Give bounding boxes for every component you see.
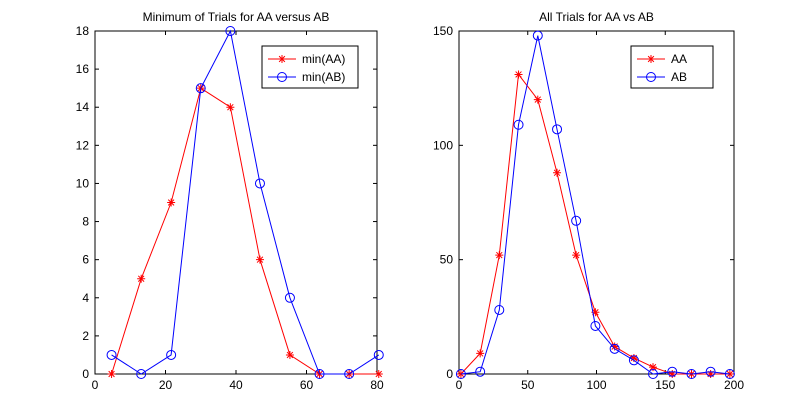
data-point	[314, 369, 325, 379]
legend-box	[261, 45, 359, 89]
data-point	[167, 198, 176, 207]
chart-1: Minimum of Trials for AA versus AB0 20 40 6…	[76, 10, 384, 392]
y-tick-label: 6	[82, 253, 89, 267]
data-point	[553, 168, 562, 177]
y-tick-label: 10	[76, 176, 90, 190]
data-point	[136, 369, 147, 379]
y-tick-label: 0	[82, 367, 89, 381]
legend-box	[630, 45, 714, 89]
y-tick-label: 50	[440, 253, 454, 267]
data-point	[591, 308, 600, 317]
y-tick-label: 8	[82, 215, 89, 229]
y-tick-label: 150	[433, 24, 453, 38]
legend-marker	[277, 72, 287, 82]
data-point	[137, 274, 146, 283]
data-point	[285, 350, 294, 359]
data-point	[628, 355, 639, 366]
data-point	[532, 30, 543, 41]
data-point	[373, 349, 384, 360]
data-point	[494, 304, 505, 315]
data-point	[668, 370, 677, 378]
data-point	[667, 366, 678, 377]
data-point	[706, 370, 715, 378]
data-point	[609, 343, 620, 354]
data-point	[610, 342, 619, 351]
legend: AA AB	[630, 45, 714, 89]
x-tick-label: 40	[229, 378, 243, 392]
data-point	[195, 83, 206, 94]
x-tick-label: 0	[456, 378, 463, 392]
series-line-min(AB)	[111, 29, 380, 375]
data-point	[629, 353, 638, 362]
data-point	[649, 363, 658, 372]
x-tick-label: 0	[92, 378, 99, 392]
chart-title: Minimum of Trials for AA versus AB	[143, 10, 330, 24]
legend-marker	[278, 55, 286, 63]
x-tick-label: 150	[655, 378, 675, 392]
data-point	[514, 70, 523, 79]
y-tick-label: 18	[76, 24, 90, 38]
y-tick-label: 12	[76, 138, 90, 152]
y-tick-label: 0	[446, 367, 453, 381]
legend-label: AB	[671, 70, 687, 84]
data-point	[107, 370, 116, 378]
data-point	[226, 103, 235, 112]
y-tick-label: 4	[82, 291, 89, 305]
data-point	[455, 369, 466, 379]
x-tick-label: 60	[300, 378, 314, 392]
x-tick-label: 20	[159, 378, 173, 392]
data-point	[374, 370, 383, 378]
data-point	[166, 349, 177, 360]
legend-label: AA	[671, 52, 687, 66]
legend-marker	[647, 55, 655, 63]
data-point	[284, 292, 295, 303]
legend-label: min(AA)	[302, 52, 345, 66]
y-tick-label: 100	[433, 138, 453, 152]
legend-marker	[646, 72, 656, 82]
y-tick-label: 16	[76, 62, 90, 76]
data-point	[225, 26, 236, 36]
x-tick-label: 100	[586, 378, 606, 392]
data-point	[344, 369, 355, 379]
series-line-AB	[460, 35, 730, 375]
data-point	[106, 349, 117, 360]
data-point	[590, 320, 601, 331]
x-tick-label: 50	[521, 378, 535, 392]
legend: min(AA) min(AB)	[261, 45, 359, 89]
y-tick-label: 14	[76, 100, 90, 114]
data-point	[254, 178, 265, 189]
data-point	[648, 369, 659, 379]
data-point	[552, 124, 563, 135]
data-point	[572, 251, 581, 260]
chart-title: All Trials for AA vs AB	[539, 10, 654, 24]
data-point	[571, 215, 582, 226]
data-point	[724, 369, 735, 379]
data-point	[255, 255, 264, 264]
chart-2: All Trials for AA vs AB 0 50 100 150 200 0 50 10…	[433, 10, 744, 392]
data-point	[686, 369, 697, 379]
data-point	[476, 349, 485, 358]
x-tick-label: 200	[724, 378, 744, 392]
legend-label: min(AB)	[302, 70, 345, 84]
data-point	[475, 366, 486, 377]
y-tick-label: 2	[82, 329, 89, 343]
data-point	[513, 119, 524, 130]
data-point	[495, 251, 504, 260]
data-point	[533, 95, 542, 104]
x-tick-label: 80	[370, 378, 384, 392]
data-point	[705, 366, 716, 377]
